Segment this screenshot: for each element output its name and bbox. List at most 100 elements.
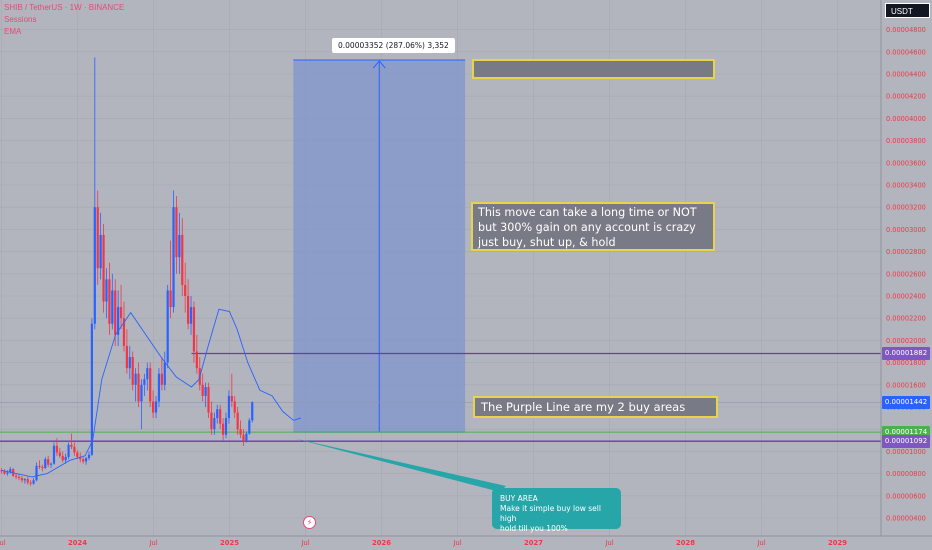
x-tick-label: 2027: [524, 539, 543, 547]
candle-body: [58, 452, 61, 456]
y-tick-label: 0.00003200: [886, 204, 926, 212]
green-note[interactable]: [472, 59, 715, 79]
candle-body: [157, 373, 161, 402]
candle-body: [20, 478, 24, 481]
symbol-title[interactable]: SHIB / TetherUS · 1W · BINANCE: [4, 3, 125, 12]
candle-body: [73, 446, 76, 453]
candle-body: [213, 418, 216, 430]
buy-areas-note[interactable]: The Purple Line are my 2 buy areas: [473, 396, 718, 418]
price-tag-lower-buy: 0.00001092: [882, 434, 930, 448]
candle-body: [169, 290, 172, 308]
candle-body: [187, 296, 190, 324]
candle-body: [221, 423, 225, 435]
candle-body: [233, 401, 236, 413]
candle-body: [102, 234, 105, 302]
candle-body: [242, 434, 245, 441]
y-tick-label: 0.00004000: [886, 115, 926, 123]
candle-body: [29, 482, 32, 484]
candle-body: [251, 402, 254, 421]
time-axis[interactable]: Jul 2024 Jul 2025 Jul 2026 Jul 2027 Jul 2028 Jul 20…: [0, 535, 932, 550]
measure-arrow-head: [372, 60, 386, 69]
candle-body: [172, 207, 175, 308]
candle-body: [140, 384, 143, 402]
y-tick-label: 0.00004800: [886, 26, 926, 34]
candle-body: [108, 279, 111, 324]
candle-body: [79, 456, 82, 460]
x-tick-label: Jul: [0, 539, 6, 547]
time-axis-background: [0, 536, 932, 550]
x-tick-label: Jul: [604, 539, 613, 547]
price-tag-upper-buy: 0.00001882: [882, 346, 930, 360]
candle-body: [201, 384, 204, 396]
candle-body: [216, 409, 219, 419]
buy-area-callout[interactable]: BUY AREA Make it simple buy low sell hig…: [492, 488, 621, 533]
y-tick-label: 0.00002200: [886, 315, 926, 323]
candle-body: [210, 412, 213, 430]
y-tick-label: 0.00002800: [886, 248, 926, 256]
candle-body: [178, 234, 181, 258]
candle-body: [204, 387, 207, 396]
candle-body: [207, 387, 210, 413]
candle-body: [219, 409, 222, 424]
y-tick-label: 0.00004200: [886, 93, 926, 101]
candle-body: [90, 323, 93, 455]
candle-body: [160, 373, 163, 385]
currency-button[interactable]: USDT: [885, 3, 930, 18]
big-note-line-3: just buy, shut up, & hold: [478, 236, 616, 249]
candle-body: [70, 444, 73, 447]
candle-body: [245, 433, 248, 441]
lightning-icon[interactable]: ⚡: [303, 516, 316, 529]
candle-body: [119, 307, 123, 319]
y-tick-label: 0.00002400: [886, 293, 926, 301]
candle-body: [87, 454, 91, 459]
big-note-line-2: but 300% gain on any account is crazy: [478, 221, 696, 234]
sessions-indicator-label[interactable]: Sessions: [4, 15, 37, 24]
candle-body: [0, 470, 3, 472]
y-tick-label: 0.00000600: [886, 492, 926, 500]
price-axis-background: [881, 0, 932, 550]
callout-pointer: [293, 438, 506, 492]
candle-body: [128, 357, 131, 369]
candle-body: [131, 357, 134, 385]
candle-body: [248, 420, 251, 434]
candle-body: [154, 401, 158, 413]
x-tick-label: 2025: [220, 539, 239, 547]
candle-body: [35, 465, 38, 481]
candle-body: [224, 418, 228, 435]
candle-body: [111, 290, 114, 324]
price-axis[interactable]: 0.00000400 0.00000600 0.00000800 0.00001000…: [880, 0, 932, 550]
y-tick-label: 0.00004400: [886, 71, 926, 79]
x-tick-label: 2026: [372, 539, 391, 547]
measure-range: [293, 59, 466, 433]
callout-pointer-shape: [293, 438, 506, 492]
candle-body: [38, 465, 41, 467]
x-tick-label: Jul: [300, 539, 309, 547]
candle-body: [117, 307, 120, 335]
candle-body: [64, 456, 67, 461]
candle-body: [192, 307, 196, 352]
horizontal-lines: [0, 352, 881, 442]
candle-body: [9, 469, 12, 473]
candle-body: [227, 395, 231, 419]
candle-body: [26, 479, 29, 483]
x-tick-label: Jul: [148, 539, 157, 547]
ema-polyline: [1, 308, 302, 478]
candle-body: [17, 476, 21, 479]
candle-body: [149, 368, 152, 402]
y-tick-label: 0.00003000: [886, 226, 926, 234]
big-note[interactable]: This move can take a long time or NOT bu…: [471, 202, 715, 251]
candle-body: [84, 458, 88, 462]
candle-body: [41, 466, 44, 469]
candle-body: [76, 452, 79, 457]
y-tick-label: 0.00000800: [886, 470, 926, 478]
y-tick-label: 0.00004600: [886, 48, 926, 56]
candle-body: [105, 279, 108, 302]
candle-body: [143, 379, 146, 385]
x-tick-label: Jul: [756, 539, 765, 547]
candle-body: [14, 475, 18, 477]
candle-body: [195, 351, 198, 369]
candle-body: [55, 445, 59, 453]
ema-indicator-label[interactable]: EMA: [4, 27, 22, 36]
candle-body: [181, 234, 184, 285]
